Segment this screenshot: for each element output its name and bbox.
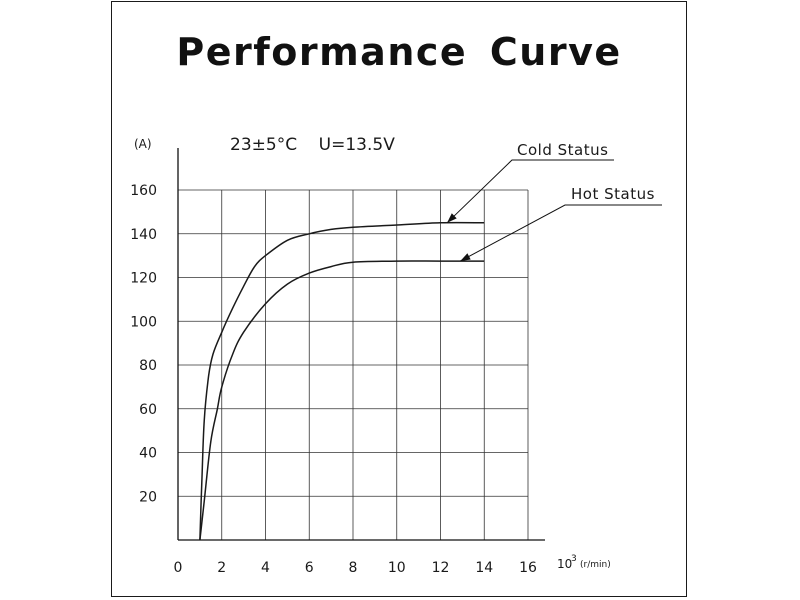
x-tick-label: 8 (349, 560, 358, 576)
legend-callouts: Cold Status Hot Status (446, 141, 662, 262)
x-tick-label: 0 (174, 560, 183, 576)
test-conditions: 23±5°C U=13.5V (230, 135, 395, 155)
x-tick-label: 2 (217, 560, 226, 576)
y-axis-label: (A) (134, 137, 152, 151)
y-tick-label: 160 (130, 183, 157, 199)
cold-status-line (199, 221, 485, 541)
y-tick-label: 140 (130, 227, 157, 243)
tick-labels: 0 2 4 6 8 10 12 14 16 20 40 60 80 100 120 140 160 (130, 183, 537, 576)
hot-status-callout: Hot Status (459, 185, 662, 262)
x-tick-label: 14 (475, 560, 493, 576)
cold-status-leader-line (446, 159, 614, 224)
hot-status-arrowhead (460, 253, 471, 262)
y-tick-label: 60 (139, 402, 157, 418)
cold-status-arrowhead (447, 213, 457, 223)
y-tick-label: 20 (139, 489, 157, 505)
chart-title: Performance Curve (176, 30, 622, 74)
cold-status-callout: Cold Status (446, 141, 614, 224)
x-tick-label: 4 (261, 560, 270, 576)
x-tick-label: 12 (432, 560, 450, 576)
grid (178, 189, 529, 540)
x-axis-unit-exponent: 3 (571, 554, 577, 564)
x-axis-unit: 10 3 (r/min) (557, 554, 611, 571)
hot-status-line (199, 260, 485, 541)
y-tick-label: 40 (139, 446, 157, 462)
y-tick-label: 120 (130, 271, 157, 287)
cold-status-legend-label: Cold Status (517, 141, 608, 159)
y-tick-label: 80 (139, 358, 157, 374)
hot-status-leader-line (459, 204, 662, 262)
x-axis-unit-label: (r/min) (580, 560, 611, 570)
chart-frame (111, 1, 687, 597)
series-lines (199, 221, 485, 541)
y-tick-label: 100 (130, 314, 157, 330)
x-tick-label: 10 (388, 560, 406, 576)
x-axis-unit-base: 10 (557, 557, 572, 571)
x-tick-label: 16 (519, 560, 537, 576)
hot-status-legend-label: Hot Status (571, 185, 655, 203)
x-tick-label: 6 (305, 560, 314, 576)
axes (177, 148, 545, 541)
